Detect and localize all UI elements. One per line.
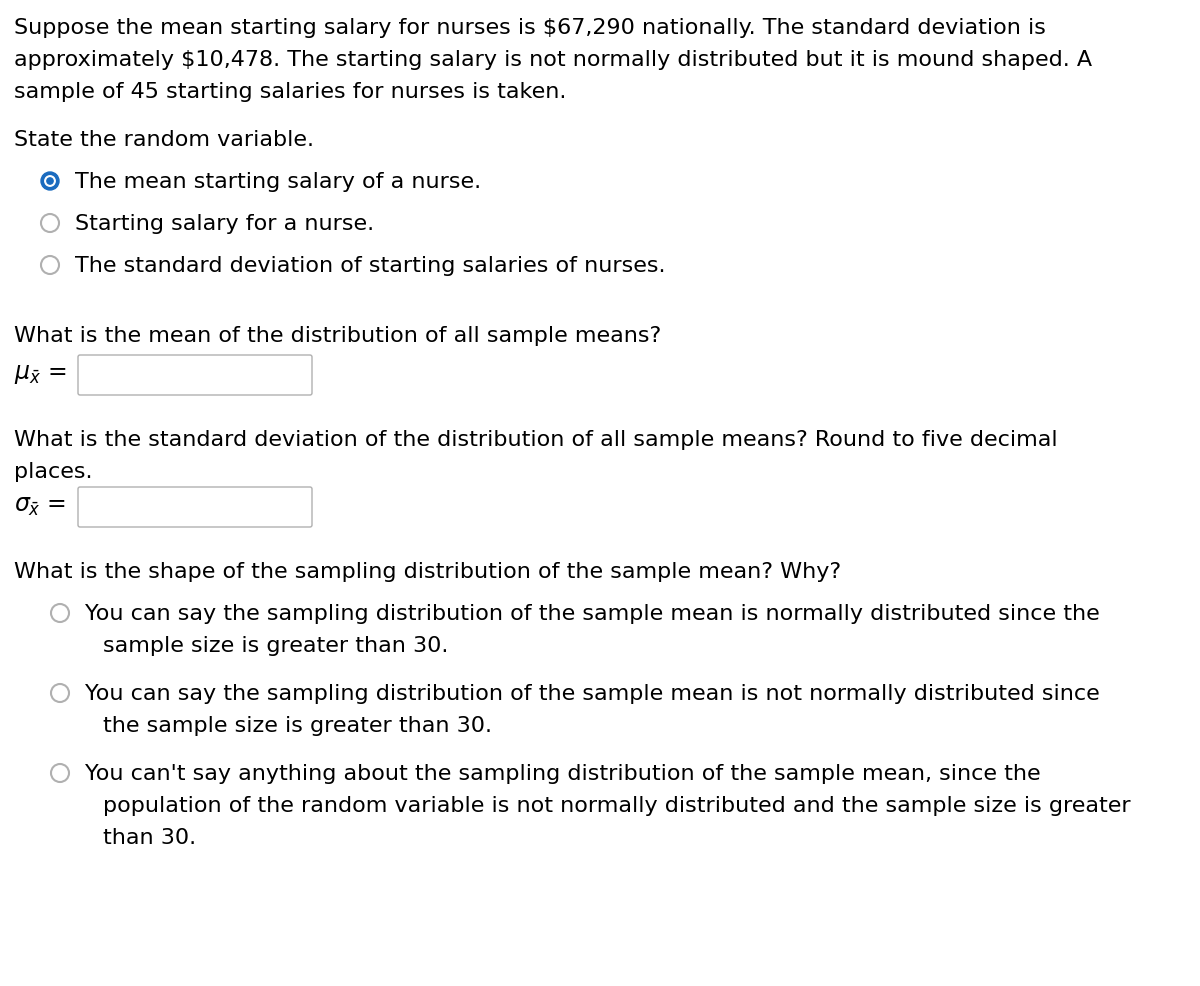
FancyBboxPatch shape [78, 356, 312, 395]
Text: $\mu_{\bar{x}}$ =: $\mu_{\bar{x}}$ = [14, 362, 66, 386]
Text: sample of 45 starting salaries for nurses is taken.: sample of 45 starting salaries for nurse… [14, 82, 566, 102]
Circle shape [41, 173, 59, 191]
Text: The mean starting salary of a nurse.: The mean starting salary of a nurse. [74, 172, 481, 192]
Text: You can't say anything about the sampling distribution of the sample mean, since: You can't say anything about the samplin… [85, 763, 1040, 783]
Text: State the random variable.: State the random variable. [14, 130, 314, 150]
Text: You can say the sampling distribution of the sample mean is not normally distrib: You can say the sampling distribution of… [85, 683, 1099, 703]
Text: $\sigma_{\bar{x}}$ =: $\sigma_{\bar{x}}$ = [14, 494, 66, 518]
Text: Suppose the mean starting salary for nurses is $67,290 nationally. The standard : Suppose the mean starting salary for nur… [14, 18, 1046, 38]
Text: sample size is greater than 30.: sample size is greater than 30. [103, 635, 449, 656]
Text: approximately $10,478. The starting salary is not normally distributed but it is: approximately $10,478. The starting sala… [14, 50, 1092, 70]
Circle shape [44, 176, 55, 187]
Circle shape [47, 178, 53, 185]
Text: The standard deviation of starting salaries of nurses.: The standard deviation of starting salar… [74, 255, 666, 276]
Text: What is the standard deviation of the distribution of all sample means? Round to: What is the standard deviation of the di… [14, 430, 1057, 450]
Text: than 30.: than 30. [103, 827, 196, 847]
Text: What is the shape of the sampling distribution of the sample mean? Why?: What is the shape of the sampling distri… [14, 561, 841, 582]
FancyBboxPatch shape [78, 487, 312, 528]
Text: the sample size is greater than 30.: the sample size is greater than 30. [103, 715, 492, 736]
Text: population of the random variable is not normally distributed and the sample siz: population of the random variable is not… [103, 795, 1130, 815]
Text: What is the mean of the distribution of all sample means?: What is the mean of the distribution of … [14, 325, 661, 346]
Text: You can say the sampling distribution of the sample mean is normally distributed: You can say the sampling distribution of… [85, 603, 1099, 623]
Text: places.: places. [14, 461, 92, 481]
Text: Starting salary for a nurse.: Starting salary for a nurse. [74, 214, 374, 234]
